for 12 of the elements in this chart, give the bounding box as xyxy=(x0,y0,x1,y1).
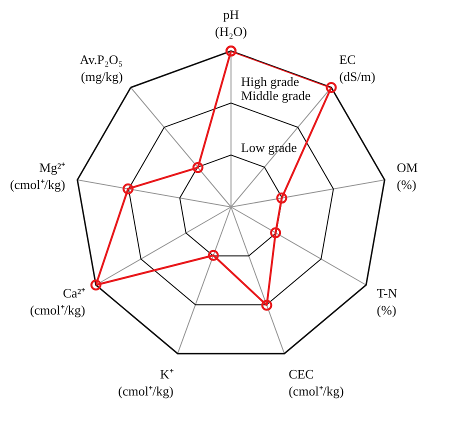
spoke-label: K⁺ (cmol⁺/kg) xyxy=(118,366,174,398)
text: Middle grade xyxy=(241,88,311,103)
spoke-label: T-N (%) xyxy=(376,285,398,318)
spoke-label: CEC (cmol⁺/kg) xyxy=(288,366,344,398)
spoke-label: OM (%) xyxy=(396,160,418,192)
spoke-label: pH (H₂O) xyxy=(215,7,247,40)
spoke-label: Av.P₂O₅ (mg/kg) xyxy=(80,52,123,84)
spoke-label: EC (dS/m) xyxy=(339,52,376,84)
spoke-label: Mg²⁺ (cmol⁺/kg) xyxy=(10,160,66,192)
text: High grade xyxy=(241,74,300,89)
spoke-label: Ca²⁺ (cmol⁺/kg) xyxy=(30,285,86,318)
text: Low grade xyxy=(241,140,298,155)
